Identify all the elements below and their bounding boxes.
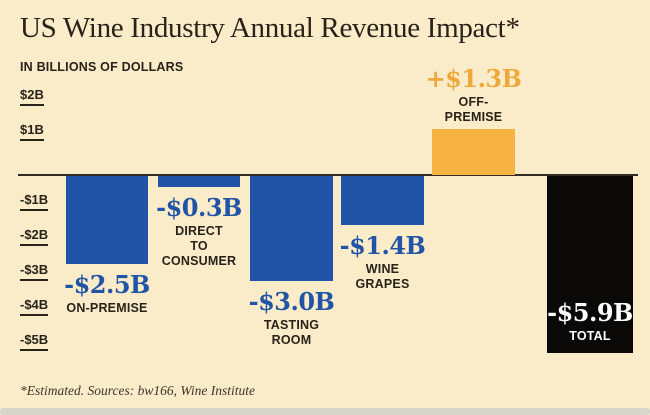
y-axis-tick-label: $1B — [20, 123, 44, 141]
bar-category-label: TASTING ROOM — [263, 318, 320, 347]
bar-category-label: ON-PREMISE — [66, 301, 148, 315]
bar-labels-wine-grapes: -$1.4B WINE GRAPES — [329, 232, 436, 292]
bar-labels-on-premise: -$2.5B ON-PREMISE — [54, 271, 160, 316]
zero-axis-line — [18, 174, 638, 176]
bar-rect-off-premise — [432, 129, 515, 175]
chart-title: US Wine Industry Annual Revenue Impact* — [20, 12, 520, 44]
bar-labels-total: -$5.9B TOTAL — [547, 299, 633, 344]
bar-rect-tasting-room — [250, 176, 333, 281]
bar-category-label: OFF- PREMISE — [444, 95, 503, 124]
bar-value-label: -$1.4B — [339, 231, 426, 260]
y-axis-tick-label: -$3B — [20, 263, 49, 281]
bar-value-label: +$1.3B — [425, 64, 522, 93]
bottom-strip — [0, 408, 650, 415]
bar-value-label: -$3.0B — [248, 287, 335, 316]
bar-value-label: -$2.5B — [64, 270, 150, 299]
bar-labels-off-premise: +$1.3B OFF- PREMISE — [420, 65, 527, 125]
footnote: *Estimated. Sources: bw166, Wine Institu… — [20, 383, 255, 398]
bar-value-label: -$0.3B — [156, 193, 242, 222]
bar-group-tasting-room: -$3.0B TASTING ROOM — [249, 0, 335, 415]
bar-labels-direct-to-consumer: -$0.3B DIRECT TO CONSUMER — [146, 194, 252, 269]
bar-rect-total — [547, 176, 633, 353]
bar-rect-on-premise — [66, 176, 148, 264]
bar-category-label: DIRECT TO CONSUMER — [161, 224, 237, 268]
bar-category-label: TOTAL — [569, 329, 611, 343]
bar-group-total: -$5.9B TOTAL — [547, 0, 633, 415]
bar-rect-wine-grapes — [341, 176, 424, 225]
bar-category-label: WINE GRAPES — [355, 262, 410, 291]
y-axis-tick-label: -$4B — [20, 298, 49, 316]
bar-labels-tasting-room: -$3.0B TASTING ROOM — [238, 288, 345, 348]
bar-group-off-premise: +$1.3B OFF- PREMISE — [426, 0, 522, 415]
y-axis-tick-label: -$1B — [20, 193, 49, 211]
y-axis-tick-label: -$5B — [20, 333, 49, 351]
chart-subtitle: IN BILLIONS OF DOLLARS — [20, 60, 184, 74]
bar-value-label: -$5.9B — [547, 298, 633, 327]
bar-group-on-premise: -$2.5B ON-PREMISE — [64, 0, 150, 415]
y-axis-tick-label: $2B — [20, 88, 44, 106]
bar-group-wine-grapes: -$1.4B WINE GRAPES — [340, 0, 426, 415]
bar-rect-direct-to-consumer — [158, 176, 240, 187]
bar-group-direct-to-consumer: -$0.3B DIRECT TO CONSUMER — [156, 0, 242, 415]
y-axis-tick-label: -$2B — [20, 228, 49, 246]
